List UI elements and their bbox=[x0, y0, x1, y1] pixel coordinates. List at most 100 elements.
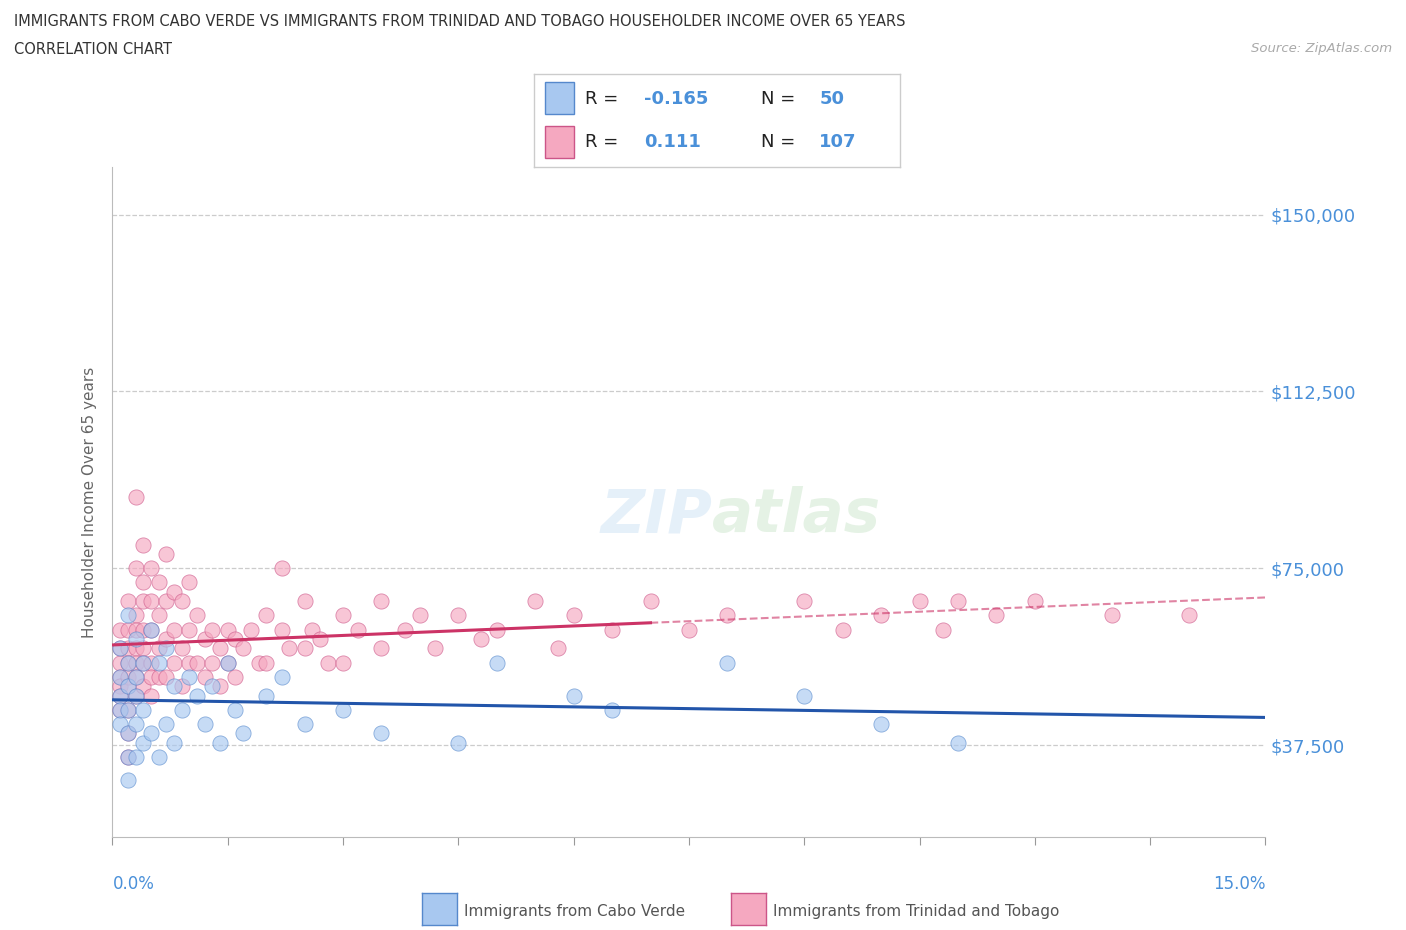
Point bbox=[562, 608, 585, 623]
Point bbox=[132, 655, 155, 670]
Point bbox=[485, 655, 508, 670]
Text: R =: R = bbox=[585, 133, 619, 152]
Point bbox=[148, 641, 170, 656]
Point bbox=[224, 670, 246, 684]
Point bbox=[117, 702, 139, 717]
Point bbox=[186, 608, 208, 623]
Point bbox=[332, 608, 354, 623]
Point bbox=[870, 716, 893, 731]
Point bbox=[108, 679, 131, 694]
Point bbox=[108, 641, 131, 656]
Point bbox=[117, 679, 139, 694]
Point bbox=[139, 622, 162, 637]
Point bbox=[201, 679, 224, 694]
Point bbox=[132, 575, 155, 590]
Text: Source: ZipAtlas.com: Source: ZipAtlas.com bbox=[1251, 42, 1392, 55]
Point bbox=[217, 655, 239, 670]
Point bbox=[155, 716, 177, 731]
Point bbox=[209, 736, 232, 751]
Text: 107: 107 bbox=[820, 133, 856, 152]
Point bbox=[1177, 608, 1199, 623]
Point bbox=[179, 670, 201, 684]
Point bbox=[194, 631, 217, 646]
Text: N =: N = bbox=[761, 89, 796, 108]
Point bbox=[425, 641, 447, 656]
Point bbox=[370, 641, 392, 656]
Point bbox=[108, 702, 131, 717]
Point bbox=[600, 622, 623, 637]
Point bbox=[217, 655, 239, 670]
Point bbox=[270, 622, 292, 637]
Text: 50: 50 bbox=[820, 89, 845, 108]
Point bbox=[370, 725, 392, 740]
Point bbox=[124, 608, 146, 623]
Point bbox=[124, 670, 146, 684]
Point bbox=[870, 608, 893, 623]
Text: atlas: atlas bbox=[711, 486, 882, 545]
Point bbox=[163, 584, 186, 599]
Point bbox=[1024, 593, 1046, 608]
Point bbox=[179, 622, 201, 637]
Point bbox=[447, 736, 470, 751]
Point bbox=[247, 655, 270, 670]
Point bbox=[394, 622, 416, 637]
Point bbox=[831, 622, 853, 637]
Point bbox=[254, 688, 277, 703]
Point bbox=[294, 593, 316, 608]
Point bbox=[370, 593, 392, 608]
Point bbox=[132, 593, 155, 608]
Point bbox=[946, 736, 969, 751]
Point bbox=[793, 593, 815, 608]
Point bbox=[254, 608, 277, 623]
Point bbox=[124, 641, 146, 656]
Point bbox=[678, 622, 700, 637]
Point bbox=[716, 608, 738, 623]
Text: Immigrants from Cabo Verde: Immigrants from Cabo Verde bbox=[464, 904, 685, 919]
Point bbox=[209, 641, 232, 656]
Point bbox=[124, 716, 146, 731]
Point bbox=[108, 670, 131, 684]
Point bbox=[309, 631, 332, 646]
Point bbox=[124, 688, 146, 703]
Point bbox=[562, 688, 585, 703]
Point bbox=[155, 593, 177, 608]
Point bbox=[108, 702, 131, 717]
Point bbox=[124, 750, 146, 764]
Point bbox=[232, 725, 254, 740]
Point bbox=[132, 641, 155, 656]
Point bbox=[132, 702, 155, 717]
Text: -0.165: -0.165 bbox=[644, 89, 709, 108]
Point bbox=[301, 622, 323, 637]
Point bbox=[239, 622, 262, 637]
Point bbox=[470, 631, 492, 646]
Point bbox=[117, 750, 139, 764]
Point bbox=[124, 631, 146, 646]
Point bbox=[946, 593, 969, 608]
Point bbox=[117, 655, 139, 670]
Point bbox=[986, 608, 1008, 623]
Point bbox=[117, 773, 139, 788]
Point bbox=[124, 490, 146, 505]
Point bbox=[124, 655, 146, 670]
Point bbox=[132, 622, 155, 637]
Point bbox=[132, 679, 155, 694]
Point bbox=[931, 622, 953, 637]
Point bbox=[117, 670, 139, 684]
Point bbox=[793, 688, 815, 703]
Point bbox=[640, 593, 662, 608]
Point bbox=[108, 670, 131, 684]
Point bbox=[148, 670, 170, 684]
Point bbox=[163, 655, 186, 670]
Point bbox=[117, 725, 139, 740]
Point bbox=[124, 622, 146, 637]
Point bbox=[155, 631, 177, 646]
Point bbox=[332, 655, 354, 670]
Point bbox=[224, 631, 246, 646]
Text: 15.0%: 15.0% bbox=[1213, 875, 1265, 893]
Bar bbox=[546, 82, 575, 114]
Text: R =: R = bbox=[585, 89, 619, 108]
Point bbox=[485, 622, 508, 637]
Point bbox=[332, 702, 354, 717]
Point bbox=[108, 641, 131, 656]
Text: N =: N = bbox=[761, 133, 796, 152]
